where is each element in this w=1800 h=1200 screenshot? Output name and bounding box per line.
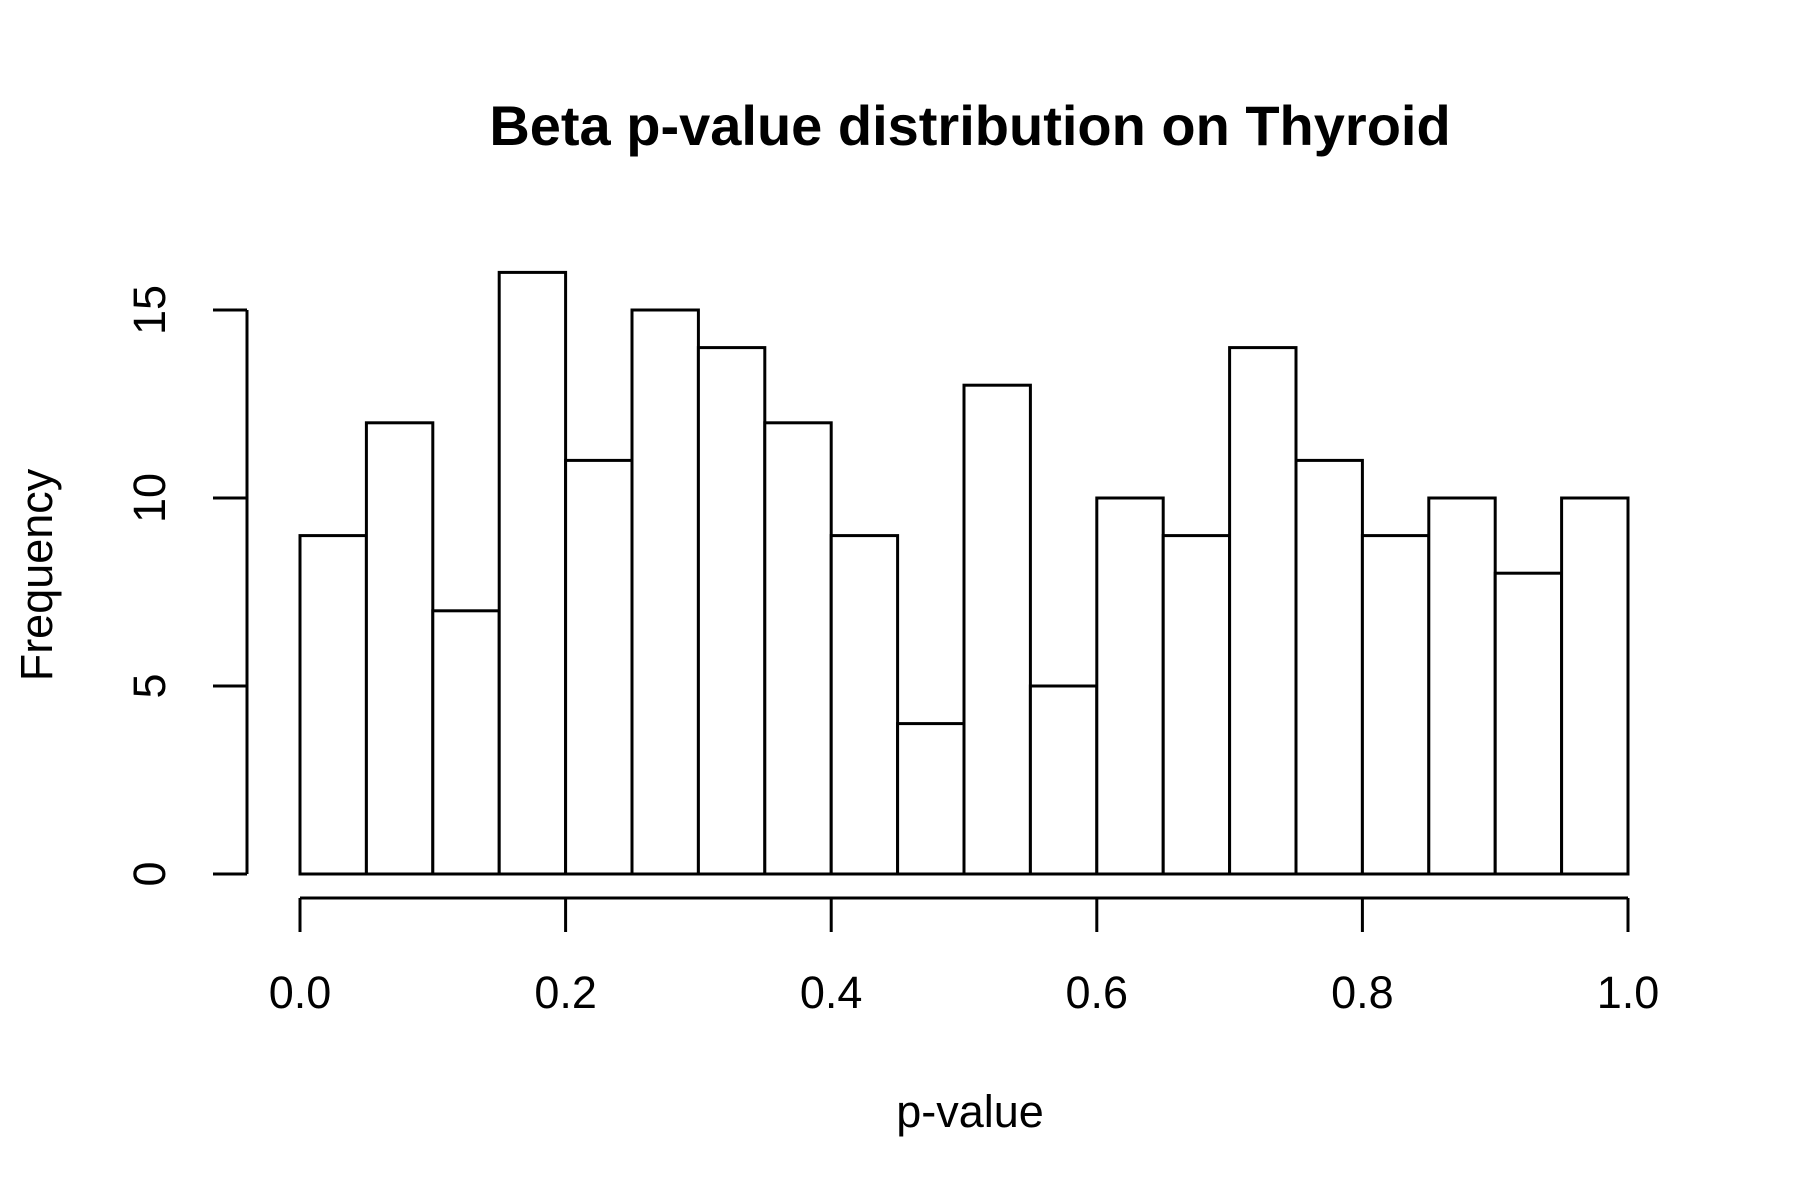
histogram-bar [1360, 534, 1431, 876]
y-tick-label: 10 [124, 473, 175, 523]
y-axis: 0 5 10 15 [124, 285, 249, 887]
histogram-bar [962, 383, 1032, 876]
histogram-bar [696, 346, 767, 876]
histogram-bar [1028, 684, 1099, 876]
chart-title: Beta p-value distribution on Thyroid [489, 94, 1450, 157]
y-tick-label: 0 [124, 861, 175, 886]
x-axis-label: p-value [896, 1086, 1044, 1137]
x-tick-label: 0.0 [269, 967, 332, 1018]
histogram-bar [896, 722, 966, 876]
x-tick-label: 0.8 [1331, 967, 1394, 1018]
histogram-bar [364, 421, 435, 876]
x-axis: 0.0 0.2 0.4 0.6 0.8 1.0 [269, 896, 1660, 1018]
histogram-bar [1560, 496, 1630, 876]
histogram-bar [1294, 458, 1364, 876]
histogram-bar [298, 534, 368, 876]
histogram-bar [1427, 496, 1497, 876]
histogram-bar [1095, 496, 1165, 876]
histogram-bar [1161, 534, 1232, 876]
histogram-bar [630, 308, 700, 876]
histogram-bar [829, 534, 900, 876]
histogram-bar [763, 421, 833, 876]
y-axis-label: Frequency [11, 468, 62, 681]
x-tick-label: 0.4 [800, 967, 863, 1018]
histogram-bar [431, 609, 501, 876]
y-tick-label: 5 [124, 673, 175, 698]
y-tick-label: 15 [124, 285, 175, 335]
histogram-bars [298, 270, 1630, 876]
x-tick-label: 0.6 [1066, 967, 1129, 1018]
x-tick-label: 1.0 [1597, 967, 1660, 1018]
x-tick-label: 0.2 [534, 967, 597, 1018]
histogram-bar [497, 270, 568, 876]
histogram-bar [564, 458, 634, 876]
histogram-bar [1228, 346, 1298, 876]
histogram-bar [1493, 571, 1564, 876]
